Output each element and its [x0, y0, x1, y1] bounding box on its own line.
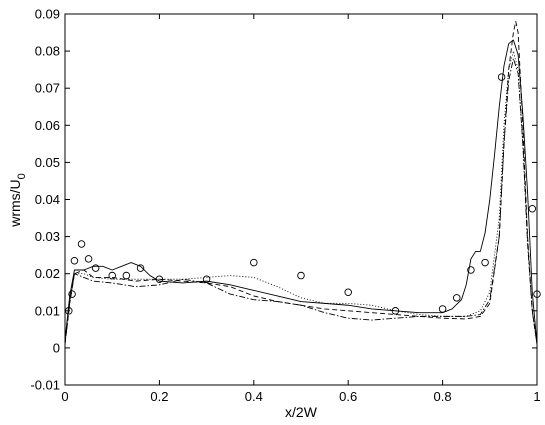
- x-tick-label: 0.2: [150, 389, 168, 404]
- y-tick-label: 0.02: [35, 266, 60, 281]
- y-tick-label: 0.07: [35, 81, 60, 96]
- x-tick-label: 0: [61, 389, 68, 404]
- y-tick-label: 0.03: [35, 229, 60, 244]
- data-point-circle: [250, 258, 258, 267]
- x-axis-label: x/2W: [285, 404, 318, 420]
- y-tick-label: 0: [53, 340, 60, 355]
- data-point-circle: [453, 294, 461, 302]
- data-point-circle: [70, 256, 79, 265]
- series-line-dashed: [64, 20, 538, 345]
- series-layer: [64, 20, 538, 345]
- data-point-circle: [65, 307, 73, 315]
- data-point-circle: [533, 290, 541, 298]
- y-axis-label-main: wrms/U: [7, 179, 23, 227]
- data-point-circle: [528, 205, 537, 213]
- x-tick-label: 0.6: [339, 389, 357, 404]
- x-tick-label: 0.4: [245, 389, 263, 404]
- data-point-circle: [122, 271, 131, 280]
- data-point-circle: [391, 307, 400, 315]
- series-line-solid: [64, 39, 538, 345]
- series-line-dotted: [64, 50, 538, 345]
- data-point-circle: [467, 266, 475, 274]
- data-point-circle: [108, 271, 116, 280]
- data-point-circle: [77, 240, 86, 248]
- data-point-circle: [497, 73, 506, 81]
- plot-frame: [64, 13, 538, 386]
- y-tick-label: -0.01: [30, 378, 60, 393]
- data-point-circle: [202, 275, 211, 284]
- y-tick-label: 0.06: [35, 118, 60, 133]
- data-point-circle: [155, 275, 164, 284]
- axis-ticks: 0 0.2 0.4 0.6 0.8 1-0.0100.010.020.030.040.05…: [30, 7, 540, 405]
- x-tick-label: 0.8: [434, 389, 452, 404]
- y-tick-label: 0.04: [35, 192, 60, 207]
- data-point-circle: [297, 271, 305, 280]
- y-tick-label: 0.08: [35, 44, 60, 59]
- data-point-circle: [68, 290, 76, 298]
- y-tick-label: 0.05: [35, 155, 60, 170]
- y-axis-label-subscript: 0: [16, 173, 28, 179]
- data-point-circle: [438, 305, 447, 313]
- data-point-circle: [344, 288, 352, 297]
- marker-layer: [65, 73, 541, 315]
- y-tick-label: 0.09: [35, 7, 60, 22]
- data-point-circle: [481, 258, 489, 267]
- data-point-circle: [84, 255, 93, 263]
- y-tick-label: 0.01: [35, 303, 60, 318]
- data-point-circle: [136, 264, 145, 272]
- series-line-dashdot: [64, 58, 538, 345]
- y-axis-label: wrms/U0: [7, 173, 28, 228]
- x-tick-label: 1: [533, 389, 540, 404]
- data-point-circle: [91, 264, 100, 272]
